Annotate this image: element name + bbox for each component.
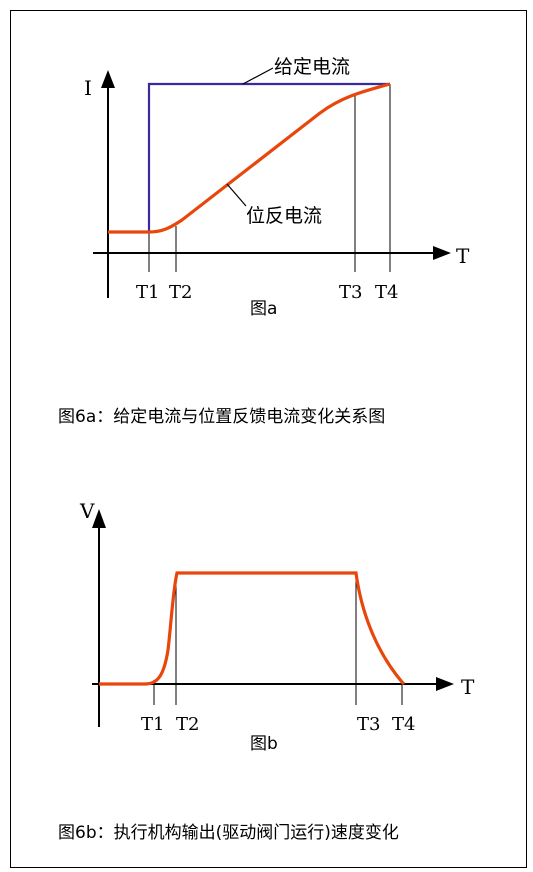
b-y-arrow — [92, 509, 106, 528]
a-tick-label-t2: T2 — [169, 282, 192, 303]
a-feedback-label: 位反电流 — [246, 205, 322, 227]
a-y-axis-label: I — [84, 76, 92, 100]
b-tick-label-t3: T3 — [357, 714, 380, 735]
a-feedback-leader — [226, 183, 247, 207]
a-x-arrow — [433, 246, 451, 260]
b-speed-curve — [99, 571, 406, 686]
b-x-arrow — [436, 677, 454, 691]
b-tick-label-t4: T4 — [392, 714, 415, 735]
b-tick-label-t1: T1 — [141, 714, 164, 735]
a-setpoint-curve — [147, 82, 390, 232]
b-tick-label-t2: T2 — [176, 714, 199, 735]
a-tick-label-t3: T3 — [339, 282, 362, 303]
b-sub-label: 图b — [250, 734, 278, 754]
a-feedback-curve — [108, 82, 391, 234]
a-setpoint-leader — [242, 67, 274, 85]
b-x-axis-label: T — [461, 675, 475, 699]
a-setpoint-label: 给定电流 — [274, 56, 350, 78]
figure-frame — [10, 10, 527, 868]
caption-b: 图6b：执行机构输出(驱动阀门运行)速度变化 — [58, 823, 399, 843]
a-tick-label-t1: T1 — [136, 282, 159, 303]
a-sub-label: 图a — [250, 299, 277, 319]
a-y-arrow — [101, 70, 115, 88]
b-y-axis-label: V — [79, 499, 95, 523]
a-tick-label-t4: T4 — [375, 282, 398, 303]
a-x-axis-label: T — [456, 244, 470, 268]
caption-a: 图6a：给定电流与位置反馈电流变化关系图 — [58, 407, 386, 427]
